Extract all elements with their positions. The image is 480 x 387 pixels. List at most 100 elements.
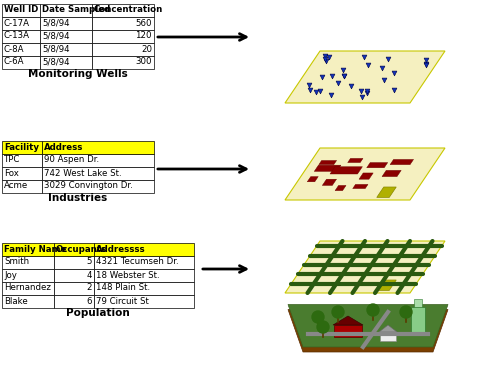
FancyBboxPatch shape	[2, 140, 42, 154]
FancyBboxPatch shape	[42, 180, 154, 192]
Polygon shape	[359, 173, 373, 179]
Text: Family Name: Family Name	[4, 245, 66, 253]
FancyBboxPatch shape	[2, 43, 40, 55]
Polygon shape	[382, 170, 401, 176]
Text: Date Sampled: Date Sampled	[42, 5, 110, 14]
Circle shape	[400, 306, 412, 318]
Text: C-6A: C-6A	[4, 58, 24, 67]
FancyBboxPatch shape	[54, 295, 94, 308]
FancyBboxPatch shape	[2, 29, 40, 43]
Text: 5/8/94: 5/8/94	[42, 31, 70, 41]
FancyBboxPatch shape	[2, 269, 54, 281]
Text: Fox: Fox	[4, 168, 19, 178]
Polygon shape	[288, 310, 448, 352]
Text: Concentration: Concentration	[94, 5, 163, 14]
Text: 2: 2	[86, 284, 92, 293]
Circle shape	[312, 311, 324, 323]
FancyBboxPatch shape	[94, 243, 194, 255]
FancyBboxPatch shape	[334, 325, 362, 337]
FancyBboxPatch shape	[94, 281, 194, 295]
Text: C-8A: C-8A	[4, 45, 24, 53]
Text: 90 Aspen Dr.: 90 Aspen Dr.	[44, 156, 99, 164]
Polygon shape	[333, 316, 363, 325]
FancyBboxPatch shape	[380, 332, 396, 341]
Text: 18 Webster St.: 18 Webster St.	[96, 271, 160, 279]
Polygon shape	[335, 185, 346, 191]
Text: 300: 300	[135, 58, 152, 67]
FancyBboxPatch shape	[54, 243, 94, 255]
Text: Facility: Facility	[4, 142, 39, 151]
Text: 20: 20	[141, 45, 152, 53]
Text: 148 Plain St.: 148 Plain St.	[96, 284, 150, 293]
FancyBboxPatch shape	[92, 43, 154, 55]
Polygon shape	[285, 241, 445, 293]
FancyBboxPatch shape	[94, 269, 194, 281]
FancyBboxPatch shape	[40, 43, 92, 55]
Polygon shape	[377, 280, 396, 290]
FancyBboxPatch shape	[2, 154, 42, 166]
FancyBboxPatch shape	[2, 180, 42, 192]
Polygon shape	[288, 305, 448, 347]
Text: 5: 5	[86, 257, 92, 267]
Text: Population: Population	[66, 308, 130, 318]
Text: Industries: Industries	[48, 193, 108, 203]
FancyBboxPatch shape	[2, 166, 42, 180]
FancyBboxPatch shape	[2, 295, 54, 308]
Polygon shape	[322, 179, 336, 185]
Polygon shape	[330, 167, 362, 174]
Polygon shape	[285, 148, 445, 200]
FancyBboxPatch shape	[42, 166, 154, 180]
Text: 742 West Lake St.: 742 West Lake St.	[44, 168, 121, 178]
Text: 6: 6	[86, 296, 92, 305]
FancyBboxPatch shape	[2, 55, 40, 68]
FancyBboxPatch shape	[92, 3, 154, 17]
Text: Addressss: Addressss	[96, 245, 145, 253]
Circle shape	[367, 304, 379, 316]
FancyBboxPatch shape	[40, 3, 92, 17]
Text: 560: 560	[135, 19, 152, 27]
FancyBboxPatch shape	[92, 29, 154, 43]
Text: Well ID: Well ID	[4, 5, 38, 14]
Text: 79 Circuit St: 79 Circuit St	[96, 296, 149, 305]
FancyBboxPatch shape	[40, 29, 92, 43]
Polygon shape	[377, 187, 396, 197]
Polygon shape	[353, 184, 368, 188]
FancyBboxPatch shape	[92, 17, 154, 29]
Text: C-17A: C-17A	[4, 19, 30, 27]
FancyBboxPatch shape	[92, 55, 154, 68]
Text: Monitoring Wells: Monitoring Wells	[28, 69, 128, 79]
FancyBboxPatch shape	[414, 299, 422, 307]
Circle shape	[332, 306, 344, 318]
Polygon shape	[319, 161, 336, 164]
FancyBboxPatch shape	[2, 3, 40, 17]
FancyBboxPatch shape	[54, 281, 94, 295]
Text: 5/8/94: 5/8/94	[42, 19, 70, 27]
FancyBboxPatch shape	[2, 17, 40, 29]
Text: Hernandez: Hernandez	[4, 284, 51, 293]
Polygon shape	[348, 158, 363, 163]
Text: 120: 120	[135, 31, 152, 41]
Polygon shape	[367, 163, 388, 168]
Polygon shape	[390, 159, 414, 164]
FancyBboxPatch shape	[40, 55, 92, 68]
Polygon shape	[314, 165, 341, 171]
FancyBboxPatch shape	[42, 154, 154, 166]
Text: C-13A: C-13A	[4, 31, 30, 41]
Text: Blake: Blake	[4, 296, 28, 305]
Circle shape	[317, 321, 329, 333]
FancyBboxPatch shape	[54, 269, 94, 281]
Text: Smith: Smith	[4, 257, 29, 267]
Polygon shape	[285, 51, 445, 103]
FancyBboxPatch shape	[2, 255, 54, 269]
Text: 4: 4	[86, 271, 92, 279]
Text: 5/8/94: 5/8/94	[42, 58, 70, 67]
Text: Address: Address	[44, 142, 84, 151]
Text: 5/8/94: 5/8/94	[42, 45, 70, 53]
FancyBboxPatch shape	[94, 255, 194, 269]
FancyBboxPatch shape	[54, 255, 94, 269]
Polygon shape	[307, 176, 318, 182]
Polygon shape	[379, 325, 397, 332]
FancyBboxPatch shape	[94, 295, 194, 308]
FancyBboxPatch shape	[42, 140, 154, 154]
FancyBboxPatch shape	[2, 243, 54, 255]
